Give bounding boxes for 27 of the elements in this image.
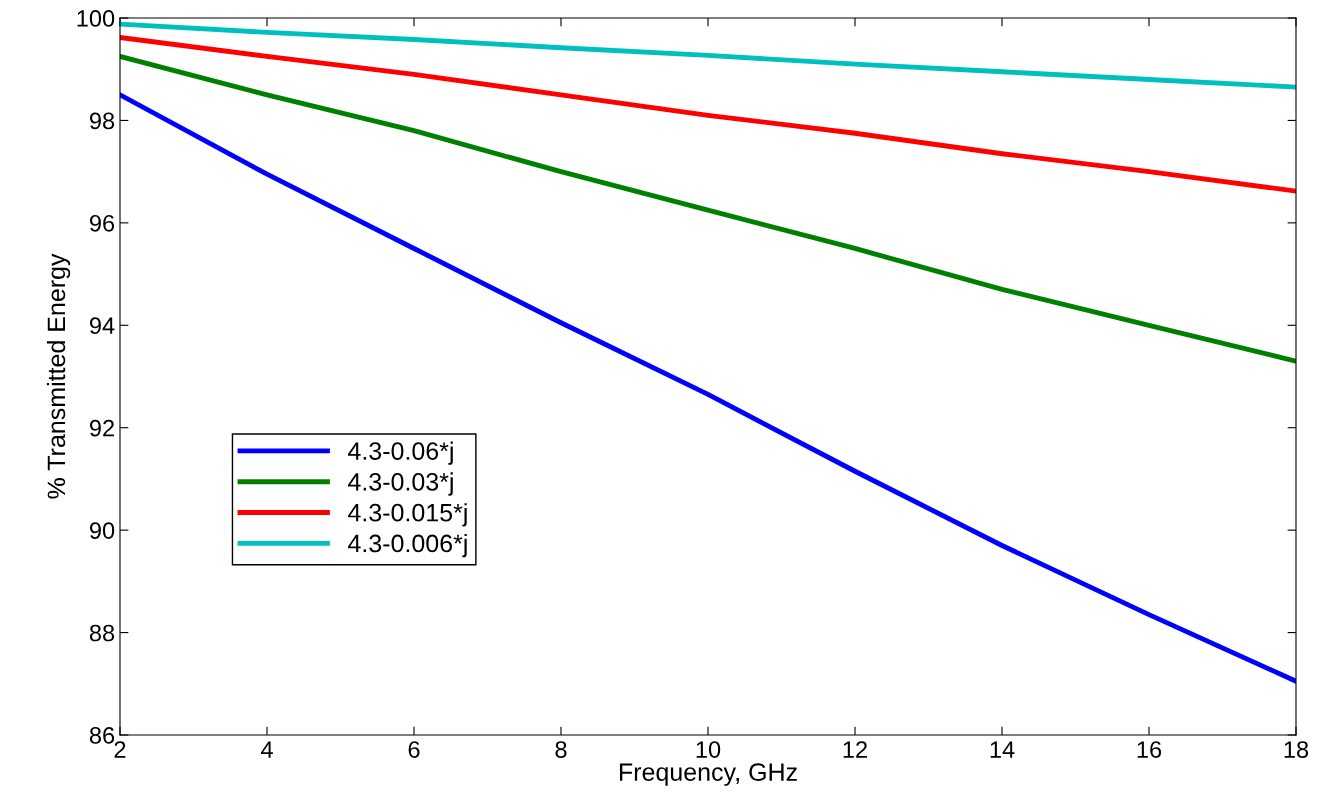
x-tick-label: 12	[843, 741, 867, 758]
line-series	[120, 92, 1296, 684]
line-series	[120, 21, 1296, 90]
line-series	[120, 53, 1296, 364]
x-tick-label: 4	[260, 741, 273, 758]
x-tick-label: 18	[1284, 741, 1309, 758]
x-axis-title: Frequency, GHz	[619, 763, 797, 786]
legend-label: 4.3-0.06*j	[348, 441, 453, 465]
y-tick-label: 86	[89, 727, 115, 744]
x-tick-label: 10	[696, 741, 721, 758]
line-series	[120, 35, 1296, 194]
y-tick-label: 100	[77, 10, 115, 27]
legend-label: 4.3-0.03*j	[348, 472, 453, 496]
x-tick-label: 16	[1137, 741, 1162, 758]
x-tick-label: 8	[555, 741, 567, 758]
y-tick-label: 92	[89, 419, 114, 437]
y-tick-label: 94	[89, 317, 115, 335]
y-axis-title: % Transmitted Energy	[46, 253, 71, 499]
legend-label: 4.3-0.006*j	[348, 533, 467, 558]
y-tick-label: 88	[89, 624, 115, 642]
y-tick-label: 96	[89, 214, 115, 232]
x-tick-label: 2	[114, 741, 126, 758]
y-tick-label: 98	[89, 112, 115, 130]
legend-label: 4.3-0.015*j	[348, 503, 467, 527]
x-tick-label: 14	[990, 741, 1015, 758]
y-tick-label: 90	[89, 522, 115, 539]
x-tick-label: 6	[408, 741, 420, 758]
